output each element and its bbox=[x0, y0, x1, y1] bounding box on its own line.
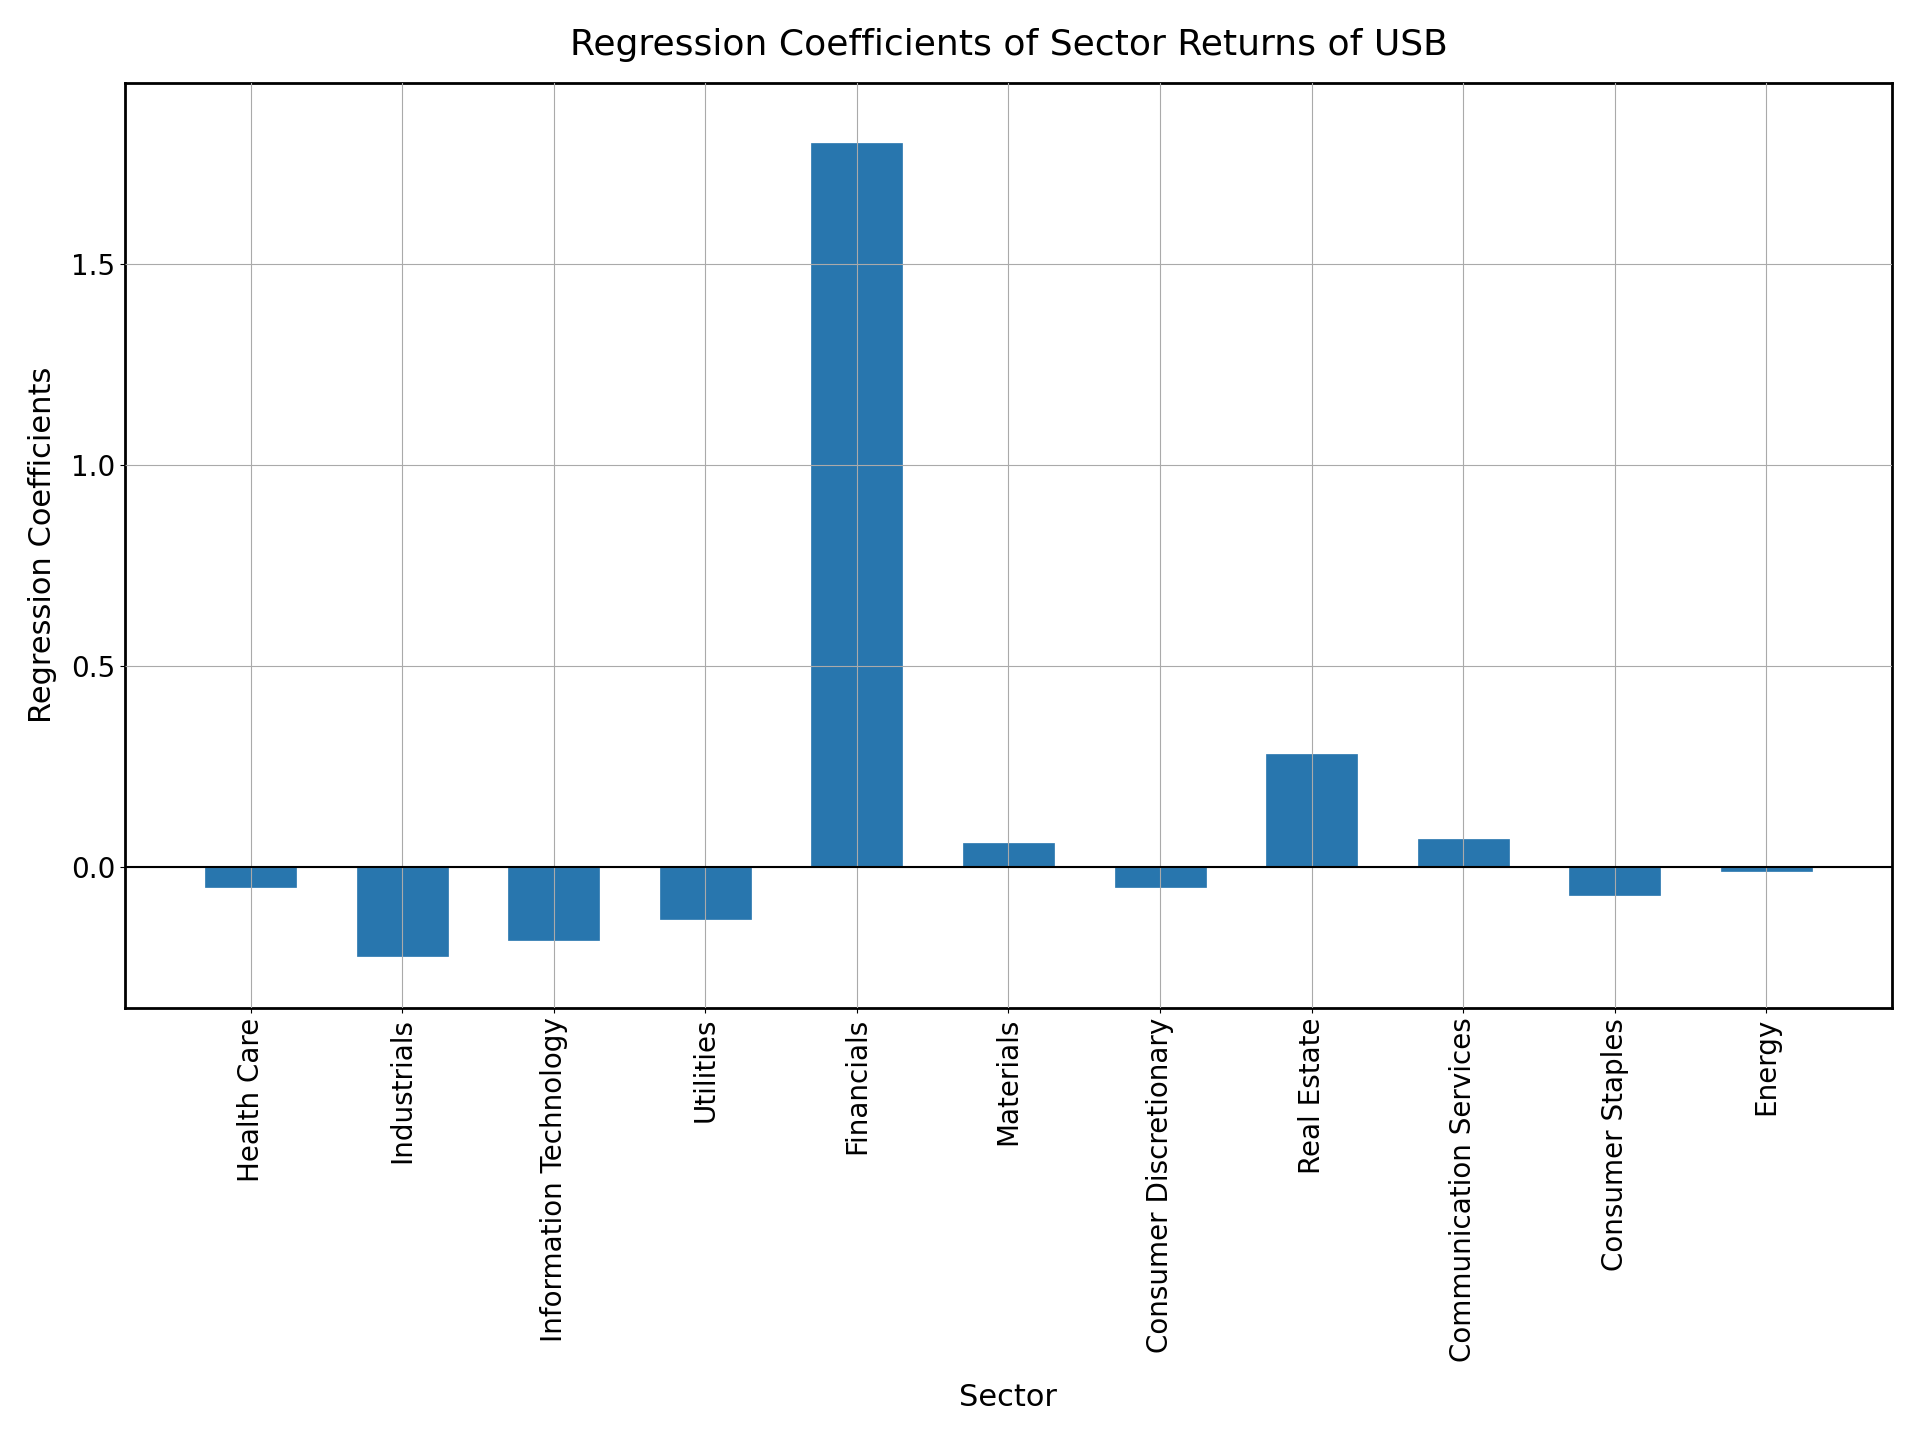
X-axis label: Sector: Sector bbox=[960, 1384, 1058, 1413]
Bar bbox=[660, 867, 751, 919]
Bar bbox=[1116, 867, 1206, 887]
Bar bbox=[964, 842, 1054, 867]
Bar bbox=[205, 867, 296, 887]
Y-axis label: Regression Coefficients: Regression Coefficients bbox=[27, 367, 58, 723]
Bar bbox=[1417, 840, 1509, 867]
Bar bbox=[1569, 867, 1661, 896]
Title: Regression Coefficients of Sector Returns of USB: Regression Coefficients of Sector Return… bbox=[570, 27, 1448, 62]
Bar bbox=[509, 867, 599, 939]
Bar bbox=[1265, 755, 1357, 867]
Bar bbox=[812, 143, 902, 867]
Bar bbox=[357, 867, 447, 956]
Bar bbox=[1720, 867, 1812, 871]
